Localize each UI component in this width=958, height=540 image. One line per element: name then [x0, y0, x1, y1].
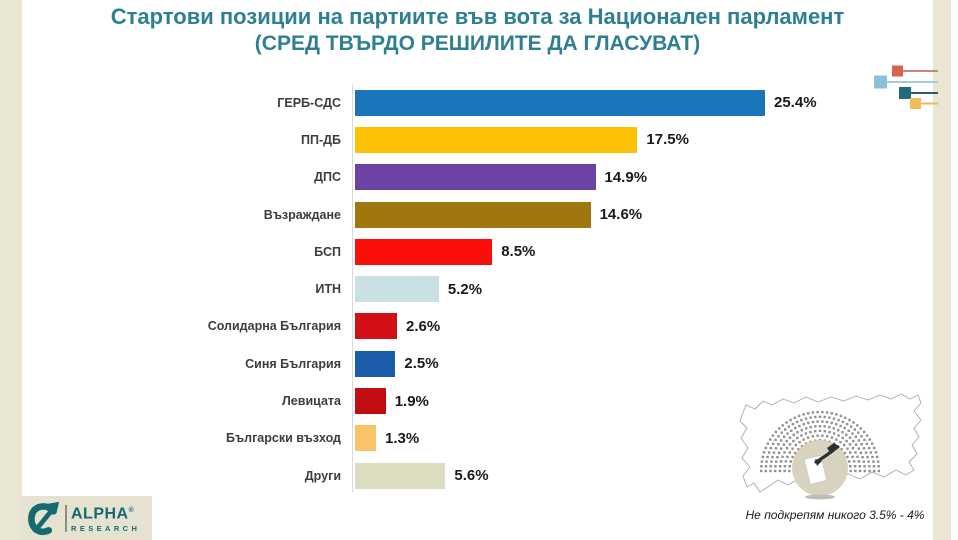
logo-name: ALPHA® [71, 505, 135, 523]
bar [355, 238, 493, 265]
bar [355, 350, 396, 377]
value-label: 8.5% [501, 243, 536, 261]
bar-area: 2.6% [355, 313, 933, 340]
bar-area: 8.5% [355, 238, 933, 265]
bar-area: 1.3% [355, 425, 933, 452]
bulgaria-map-icon [739, 393, 922, 500]
category-label: Солидарна България [207, 319, 341, 334]
title-line-2: (СРЕД ТВЪРДО РЕШИЛИТЕ ДА ГЛАСУВАТ) [254, 32, 701, 55]
bar-area: 25.4% [355, 89, 933, 116]
left-stripe [0, 0, 22, 540]
bar [355, 462, 446, 489]
registered-mark: ® [128, 507, 135, 515]
category-label: Възраждане [263, 207, 341, 222]
axis-line [352, 84, 353, 492]
page-title: Стартови позиции на партиите във вота за… [22, 3, 933, 57]
logo-subtitle: RESEARCH [71, 523, 141, 533]
category-label: ПП-ДБ [300, 132, 341, 147]
value-label: 5.2% [447, 280, 483, 298]
bar-area: 14.6% [355, 201, 933, 228]
title-line-1: Стартови позиции на партиите във вота за… [110, 4, 845, 29]
bar-area: 5.2% [355, 276, 933, 303]
right-stripe [933, 0, 951, 540]
category-label: Левицата [282, 394, 341, 409]
bar-row: Левицата 1.9% [0, 382, 933, 419]
category-label: Български възход [226, 431, 341, 446]
bar-area: 17.5% [355, 126, 933, 153]
bar-area: 1.9% [355, 388, 933, 415]
bar-row: Други 5.6% [0, 457, 933, 494]
logo-text: ALPHA® RESEARCH [71, 503, 141, 533]
value-label: 25.4% [774, 94, 817, 112]
value-label: 14.6% [599, 206, 643, 224]
value-label: 1.3% [385, 429, 420, 447]
decor-square-yellow [910, 98, 921, 109]
category-label: Други [304, 468, 341, 483]
bar-row: Синя България 2.5% [0, 345, 933, 382]
value-label: 2.5% [404, 355, 439, 373]
value-label: 2.6% [406, 317, 441, 335]
category-label: Синя България [245, 356, 341, 371]
decor-square-red [892, 65, 903, 77]
bar-row: Български възход 1.3% [0, 420, 933, 457]
bar-row: БСП 8.5% [0, 233, 933, 270]
bar-area: 14.9% [355, 164, 933, 191]
bar-row: ИТН 5.2% [0, 270, 933, 307]
alpha-research-logo: ALPHA® RESEARCH [20, 496, 152, 540]
decor-squares-icon [874, 65, 938, 109]
bar-row: Възраждане 14.6% [0, 196, 933, 233]
bar [355, 89, 765, 116]
bar-chart: ГЕРБ-СДС 25.4% ПП-ДБ 17.5% ДПС 14.9% Възраждан… [0, 84, 933, 494]
bar-row: ДПС 14.9% [0, 159, 933, 196]
value-label: 14.9% [604, 168, 648, 186]
decor-square-teal [899, 87, 911, 99]
value-label: 17.5% [646, 131, 689, 149]
bar [355, 164, 596, 191]
value-label: 1.9% [394, 392, 429, 410]
category-label: ГЕРБ-СДС [277, 95, 341, 110]
bulgaria-map-panel [728, 375, 928, 505]
bar [355, 201, 591, 228]
value-label: 5.6% [454, 467, 489, 485]
bar [355, 313, 397, 340]
alpha-glyph-icon [28, 501, 60, 536]
bar [355, 388, 386, 415]
bar-row: ГЕРБ-СДС 25.4% [0, 84, 933, 121]
bar-row: ПП-ДБ 17.5% [0, 121, 933, 158]
decor-square-blue [874, 75, 887, 89]
bar-area: 5.6% [355, 462, 933, 489]
logo-divider [65, 504, 67, 532]
category-label: БСП [314, 244, 341, 259]
footnote: Не подкрепям никого 3.5% - 4% [745, 508, 925, 522]
ballot-box-icon [792, 440, 848, 500]
bar [355, 425, 376, 452]
bar [355, 276, 439, 303]
category-label: ИТН [315, 282, 341, 297]
bar-area: 2.5% [355, 350, 933, 377]
bar [355, 126, 638, 153]
bar-row: Солидарна България 2.6% [0, 308, 933, 345]
category-label: ДПС [314, 170, 341, 185]
